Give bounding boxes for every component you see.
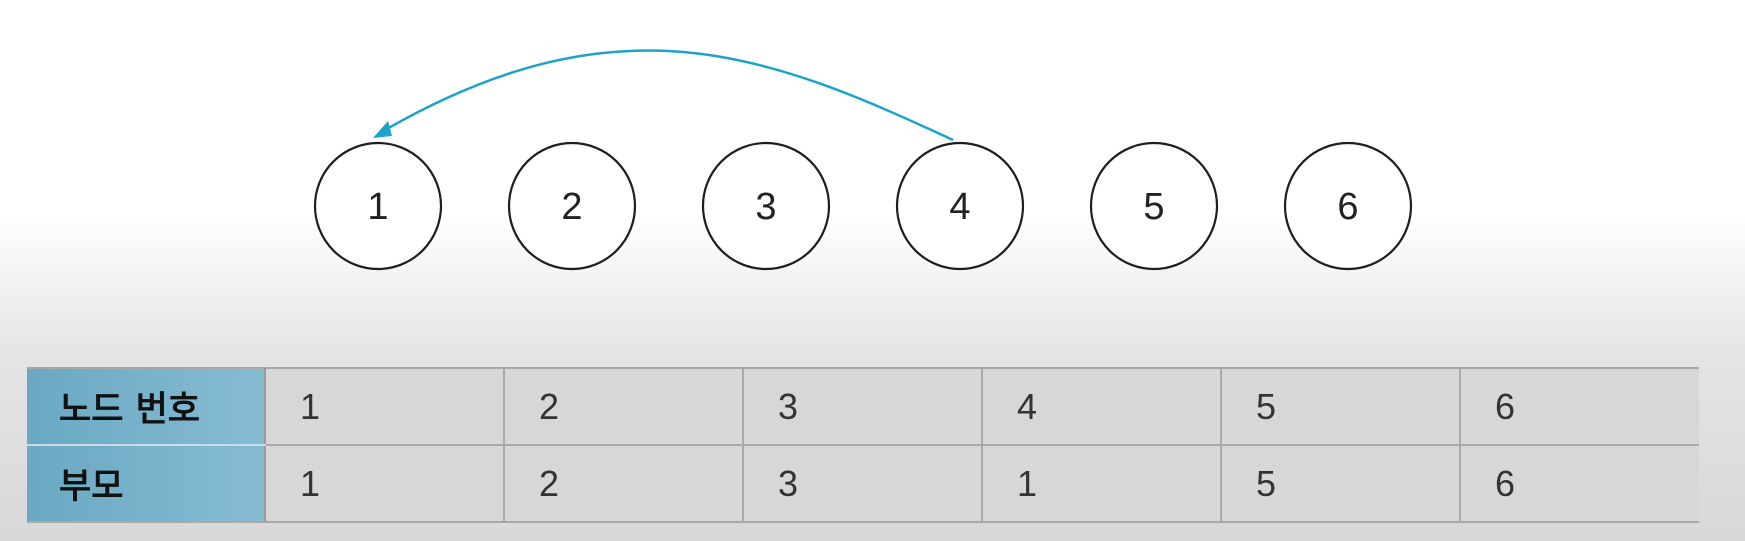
row-label-parent: 부모 (27, 444, 266, 523)
row-label-node-number: 노드 번호 (27, 367, 266, 446)
node-number-cell: 6 (1459, 367, 1699, 446)
node-circle (313, 141, 443, 271)
node-label: 6 (1337, 186, 1358, 228)
parent-cell: 5 (1220, 444, 1460, 523)
node-5: 5 (1089, 141, 1219, 271)
arrow-head-icon (373, 121, 392, 138)
node-circle (1283, 141, 1413, 271)
node-number-cell: 1 (264, 367, 504, 446)
node-number-cell: 3 (742, 367, 982, 446)
node-label: 1 (367, 186, 388, 228)
node-4: 4 (895, 141, 1025, 271)
node-label: 4 (949, 186, 970, 228)
node-6: 6 (1283, 141, 1413, 271)
node-label: 5 (1143, 186, 1164, 228)
parent-cell: 2 (503, 444, 743, 523)
union-find-diagram: 1 2 3 4 5 6 (313, 49, 1413, 271)
node-label: 3 (755, 186, 776, 228)
parent-cell: 3 (742, 444, 982, 523)
parent-arrow (384, 49, 954, 142)
node-number-cell: 2 (503, 367, 743, 446)
node-3: 3 (701, 141, 831, 271)
table-row-parent: 부모 1 2 3 1 5 6 (27, 444, 1699, 523)
node-number-cell: 4 (981, 367, 1221, 446)
parent-cell: 6 (1459, 444, 1699, 523)
node-circle (895, 141, 1025, 271)
node-number-cell: 5 (1220, 367, 1460, 446)
parent-cell: 1 (264, 444, 504, 523)
table-row-node-number: 노드 번호 1 2 3 4 5 6 (27, 367, 1699, 446)
node-circle (507, 141, 637, 271)
parent-table: 노드 번호 1 2 3 4 5 6 부모 1 2 3 1 5 6 (27, 367, 1699, 523)
node-2: 2 (507, 141, 637, 271)
node-circle (701, 141, 831, 271)
node-label: 2 (561, 186, 582, 228)
parent-cell: 1 (981, 444, 1221, 523)
node-circle (1089, 141, 1219, 271)
node-1: 1 (313, 141, 443, 271)
